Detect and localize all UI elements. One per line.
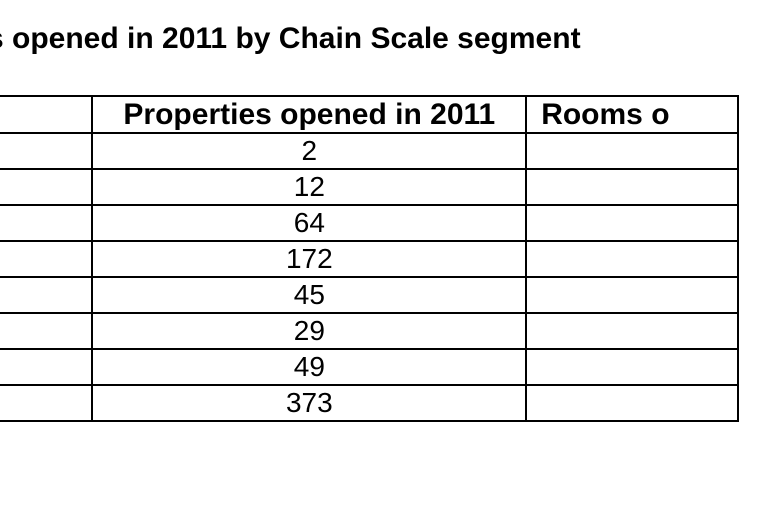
cell-properties: 12 bbox=[91, 168, 528, 206]
cell-rooms bbox=[525, 240, 739, 278]
cell-segment bbox=[0, 168, 94, 206]
table-row: 29 bbox=[0, 312, 739, 350]
cell-properties: 2 bbox=[91, 132, 528, 170]
cell-segment bbox=[0, 240, 94, 278]
cell-properties: 64 bbox=[91, 204, 528, 242]
table-row: 45 bbox=[0, 276, 739, 314]
header-properties-opened: Properties opened in 2011 bbox=[91, 95, 528, 134]
table-row: 2 bbox=[0, 132, 739, 170]
cell-rooms bbox=[525, 312, 739, 350]
cell-segment bbox=[0, 276, 94, 314]
cell-rooms bbox=[525, 132, 739, 170]
cell-properties: 172 bbox=[91, 240, 528, 278]
cell-properties: 49 bbox=[91, 348, 528, 386]
table-row: 64 bbox=[0, 204, 739, 242]
cell-properties: 29 bbox=[91, 312, 528, 350]
cell-properties: 373 bbox=[91, 384, 528, 422]
page-title: s opened in 2011 by Chain Scale segment bbox=[0, 22, 581, 55]
cell-rooms bbox=[525, 204, 739, 242]
table-body: 2 12 64 172 45 29 49 373 bbox=[0, 132, 739, 422]
table-row: 49 bbox=[0, 348, 739, 386]
table-row: 373 bbox=[0, 384, 739, 422]
table-row: 12 bbox=[0, 168, 739, 206]
cell-rooms bbox=[525, 348, 739, 386]
table-row: 172 bbox=[0, 240, 739, 278]
cell-segment bbox=[0, 384, 94, 422]
table-header-row: Properties opened in 2011 Rooms o bbox=[0, 95, 739, 134]
cell-segment bbox=[0, 204, 94, 242]
cell-rooms bbox=[525, 168, 739, 206]
cell-rooms bbox=[525, 384, 739, 422]
cell-segment bbox=[0, 348, 94, 386]
cell-rooms bbox=[525, 276, 739, 314]
cell-segment bbox=[0, 132, 94, 170]
header-segment bbox=[0, 95, 94, 134]
cell-properties: 45 bbox=[91, 276, 528, 314]
chain-scale-table: Properties opened in 2011 Rooms o 2 12 64 1… bbox=[0, 95, 739, 422]
header-rooms-opened: Rooms o bbox=[525, 95, 739, 134]
cell-segment bbox=[0, 312, 94, 350]
